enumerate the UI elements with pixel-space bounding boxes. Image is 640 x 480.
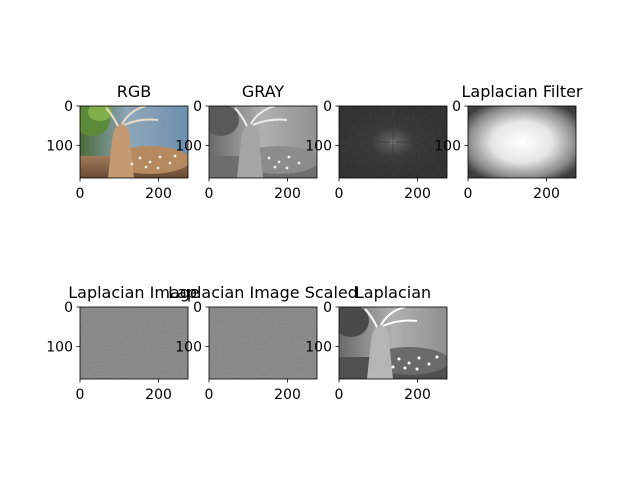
axes-3: 0 200 0 100 bbox=[305, 99, 448, 202]
panel-gray: GRAY bbox=[209, 82, 317, 178]
y-tick-label: 0 bbox=[193, 99, 202, 115]
filter-image bbox=[468, 106, 576, 178]
panel-title: Laplacian Filter bbox=[461, 82, 582, 101]
spectrum-image bbox=[339, 106, 447, 178]
noise-image bbox=[209, 307, 317, 379]
y-tick-label: 0 bbox=[193, 300, 202, 316]
axes-frame bbox=[79, 105, 189, 179]
x-tick-label: 0 bbox=[205, 186, 214, 202]
panel-laplacian-filter: Laplacian Filter bbox=[461, 82, 583, 178]
y-tick-label: 100 bbox=[46, 339, 73, 355]
panel-spectrum bbox=[339, 106, 447, 178]
axes-frame bbox=[208, 306, 318, 380]
y-tick-label: 0 bbox=[452, 99, 461, 115]
axes-frame bbox=[467, 105, 577, 179]
panel-rgb: RGB bbox=[80, 82, 188, 178]
axes-frame bbox=[338, 105, 448, 179]
panel-laplacian: Laplacian bbox=[339, 283, 447, 379]
panel-laplacian-image: Laplacian Image bbox=[68, 283, 200, 379]
x-tick-label: 0 bbox=[464, 186, 473, 202]
axes-2: 0 200 0 100 bbox=[175, 99, 318, 202]
y-tick-label: 100 bbox=[305, 339, 332, 355]
y-tick-label: 100 bbox=[434, 138, 461, 154]
axes-1: 0 200 0 100 bbox=[46, 99, 189, 202]
y-tick-label: 100 bbox=[175, 138, 202, 154]
y-tick-label: 100 bbox=[46, 138, 73, 154]
gray-deer-image bbox=[209, 106, 317, 178]
y-tick-label: 100 bbox=[305, 138, 332, 154]
x-tick-label: 200 bbox=[145, 387, 172, 403]
panel-title: GRAY bbox=[242, 82, 285, 101]
sharpened-deer-image bbox=[339, 307, 447, 379]
y-tick-label: 100 bbox=[175, 339, 202, 355]
x-tick-label: 200 bbox=[274, 186, 301, 202]
x-tick-label: 0 bbox=[76, 387, 85, 403]
axes-6: 0 200 0 100 bbox=[175, 300, 318, 403]
x-tick-label: 200 bbox=[404, 387, 431, 403]
x-tick-label: 0 bbox=[205, 387, 214, 403]
axes-frame bbox=[79, 306, 189, 380]
y-tick-label: 0 bbox=[323, 99, 332, 115]
panel-title: RGB bbox=[117, 82, 152, 101]
panel-title: Laplacian Image bbox=[68, 283, 200, 302]
panel-laplacian-image-scaled: Laplacian Image Scaled bbox=[168, 283, 358, 379]
axes-frame bbox=[208, 105, 318, 179]
noise-image bbox=[80, 307, 188, 379]
panel-title: Laplacian bbox=[355, 283, 431, 302]
x-tick-label: 200 bbox=[145, 186, 172, 202]
axes-4: 0 200 0 100 bbox=[434, 99, 577, 202]
x-tick-label: 0 bbox=[335, 387, 344, 403]
y-tick-label: 0 bbox=[323, 300, 332, 316]
axes-7: 0 200 0 100 bbox=[305, 300, 448, 403]
panel-title: Laplacian Image Scaled bbox=[168, 283, 358, 302]
y-tick-label: 0 bbox=[64, 99, 73, 115]
axes-frame bbox=[338, 306, 448, 380]
y-tick-label: 0 bbox=[64, 300, 73, 316]
x-tick-label: 200 bbox=[533, 186, 560, 202]
rgb-deer-image bbox=[80, 106, 188, 178]
x-tick-label: 0 bbox=[335, 186, 344, 202]
x-tick-label: 0 bbox=[76, 186, 85, 202]
axes-5: 0 200 0 100 bbox=[46, 300, 189, 403]
x-tick-label: 200 bbox=[274, 387, 301, 403]
x-tick-label: 200 bbox=[404, 186, 431, 202]
